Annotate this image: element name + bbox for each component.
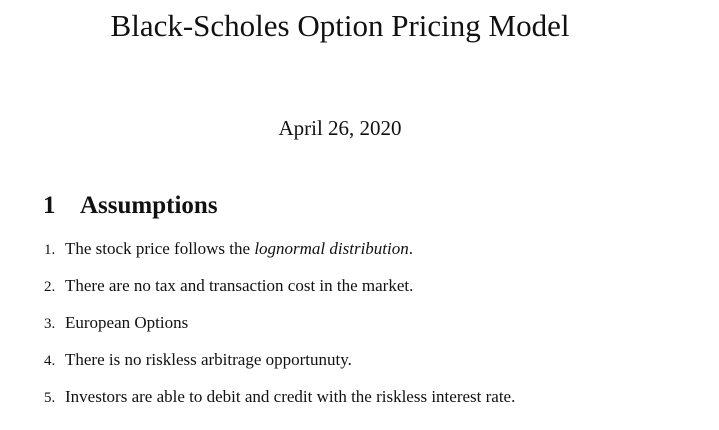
assumptions-list: 1. The stock price follows the lognormal … (44, 238, 515, 423)
list-item: 1. The stock price follows the lognormal … (44, 238, 515, 275)
document-date: April 26, 2020 (278, 116, 402, 140)
list-item: 4. There is no riskless arbitrage opportu… (44, 349, 515, 386)
list-item-text: The stock price follows the (65, 239, 255, 258)
list-item-number: 5. (44, 390, 56, 406)
list-item-number: 2. (44, 279, 56, 295)
list-item-text: Investors are able to debit and credit w… (65, 387, 516, 406)
list-item-number: 3. (44, 316, 56, 332)
list-item-text-tail: . (408, 239, 413, 258)
list-item-text: There is no riskless arbitrage opportunu… (65, 350, 352, 369)
document-title: Black-Scholes Option Pricing Model (110, 8, 570, 43)
section-title: Assumptions (80, 192, 218, 219)
list-item-emphasis: lognormal distribution (254, 239, 409, 258)
list-item-number: 1. (44, 242, 56, 258)
section-heading: 1 Assumptions (43, 190, 218, 222)
list-item-text: European Options (65, 313, 189, 332)
list-item-text: There are no tax and transaction cost in… (65, 276, 414, 295)
list-item: 2. There are no tax and transaction cost … (44, 275, 515, 312)
list-item: 5. Investors are able to debit and credit… (44, 386, 515, 423)
section-number: 1 (43, 192, 56, 219)
list-item-number: 4. (44, 353, 56, 369)
list-item: 3. European Options (44, 312, 515, 349)
